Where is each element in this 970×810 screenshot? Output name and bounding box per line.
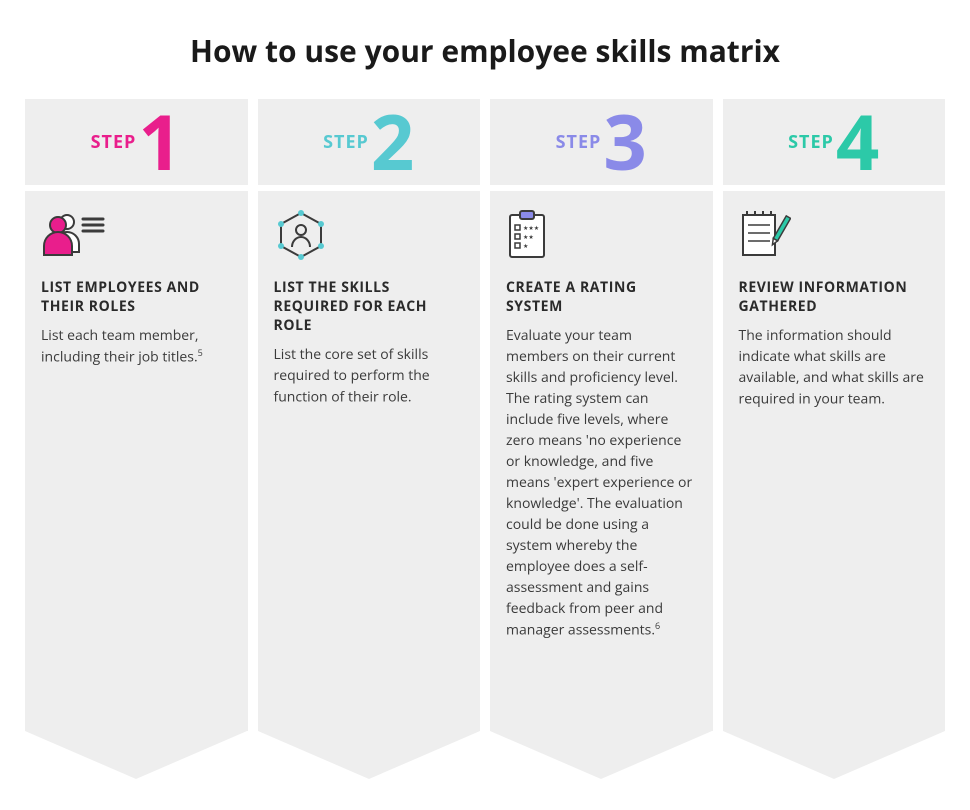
step-number: 3 [603,104,646,180]
steps-row: STEP 1 [25,99,945,731]
step-text: The information should indicate what ski… [739,325,930,410]
step-header-2: STEP 2 [258,99,481,185]
step-heading: REVIEW INFORMATION GATHERED [739,279,930,317]
clipboard-rating-icon: ★★★ ★★ ★ [506,209,697,265]
people-icon [41,209,232,265]
hexagon-person-icon [274,209,465,265]
page-title: How to use your employee skills matrix [25,30,945,71]
step-body-3: ★★★ ★★ ★ CREATE A RATING SYSTEM Evaluate… [490,191,713,731]
step-label: STEP [323,130,369,154]
step-body-1: LIST EMPLOYEES AND THEIR ROLES List each… [25,191,248,731]
step-number: 1 [138,104,181,180]
step-header-4: STEP 4 [723,99,946,185]
step-column-1: STEP 1 [25,99,248,731]
svg-text:★★★: ★★★ [523,224,539,232]
step-label: STEP [788,130,834,154]
step-number: 2 [371,104,414,180]
step-column-2: STEP 2 LIST THE SKILLS REQUIRED FOR EACH… [258,99,481,731]
step-column-3: STEP 3 ★★★ ★★ ★ CREATE A RATING SYSTEM E… [490,99,713,731]
notepad-pencil-icon [739,209,930,265]
step-heading: LIST THE SKILLS REQUIRED FOR EACH ROLE [274,279,465,336]
step-heading: CREATE A RATING SYSTEM [506,279,697,317]
step-body-2: LIST THE SKILLS REQUIRED FOR EACH ROLE L… [258,191,481,731]
step-heading: LIST EMPLOYEES AND THEIR ROLES [41,279,232,317]
step-column-4: STEP 4 REV [723,99,946,731]
step-number: 4 [836,104,879,180]
step-label: STEP [91,130,137,154]
step-text: List each team member, including their j… [41,325,232,368]
step-label: STEP [556,130,602,154]
step-header-3: STEP 3 [490,99,713,185]
svg-text:★★: ★★ [523,233,534,241]
step-text: List the core set of skills required to … [274,344,465,408]
step-body-4: REVIEW INFORMATION GATHERED The informat… [723,191,946,731]
svg-text:★: ★ [523,242,528,250]
step-text: Evaluate your team members on their curr… [506,325,697,641]
step-header-1: STEP 1 [25,99,248,185]
